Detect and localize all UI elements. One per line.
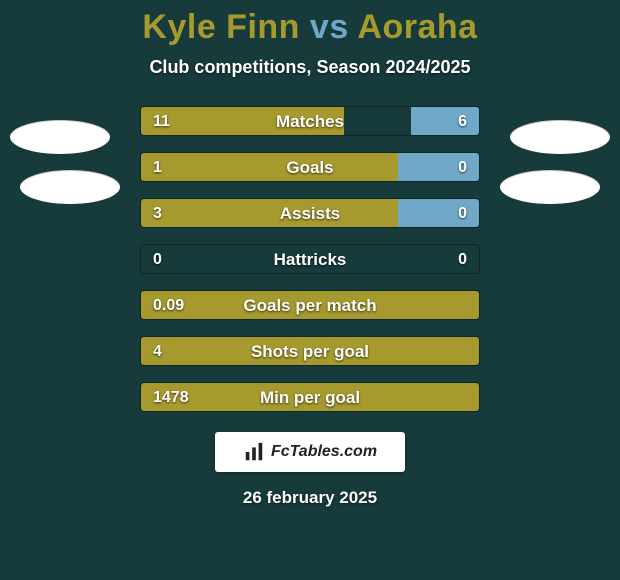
stat-track: 0.09Goals per match — [140, 290, 480, 320]
title-vs: vs — [310, 8, 349, 46]
stat-row: 10Goals — [0, 152, 620, 182]
stat-track: 116Matches — [140, 106, 480, 136]
stats-container: 116Matches 10Goals 30Assists 00Hattricks 0.0… — [0, 106, 620, 412]
stat-row: 4Shots per goal — [0, 336, 620, 366]
date-text: 26 february 2025 — [0, 488, 620, 508]
stat-track: 4Shots per goal — [140, 336, 480, 366]
stat-label: Goals per match — [141, 291, 479, 320]
stat-label: Matches — [141, 107, 479, 136]
stat-row: 00Hattricks — [0, 244, 620, 274]
source-badge[interactable]: FcTables.com — [215, 432, 405, 472]
stat-label: Min per goal — [141, 383, 479, 412]
stat-track: 1478Min per goal — [140, 382, 480, 412]
stat-row: 0.09Goals per match — [0, 290, 620, 320]
stat-row: 1478Min per goal — [0, 382, 620, 412]
stat-label: Hattricks — [141, 245, 479, 274]
stat-track: 30Assists — [140, 198, 480, 228]
stat-track: 00Hattricks — [140, 244, 480, 274]
stat-label: Shots per goal — [141, 337, 479, 366]
comparison-card: Kyle Finn vs Aoraha Club competitions, S… — [0, 0, 620, 580]
title-player2: Aoraha — [357, 8, 477, 46]
subtitle: Club competitions, Season 2024/2025 — [0, 57, 620, 78]
stat-row: 116Matches — [0, 106, 620, 136]
stat-label: Goals — [141, 153, 479, 182]
source-badge-text: FcTables.com — [271, 443, 377, 461]
title-player1: Kyle Finn — [142, 8, 300, 46]
page-title: Kyle Finn vs Aoraha — [0, 0, 620, 47]
stat-row: 30Assists — [0, 198, 620, 228]
bars-icon — [243, 441, 265, 463]
stat-track: 10Goals — [140, 152, 480, 182]
stat-label: Assists — [141, 199, 479, 228]
